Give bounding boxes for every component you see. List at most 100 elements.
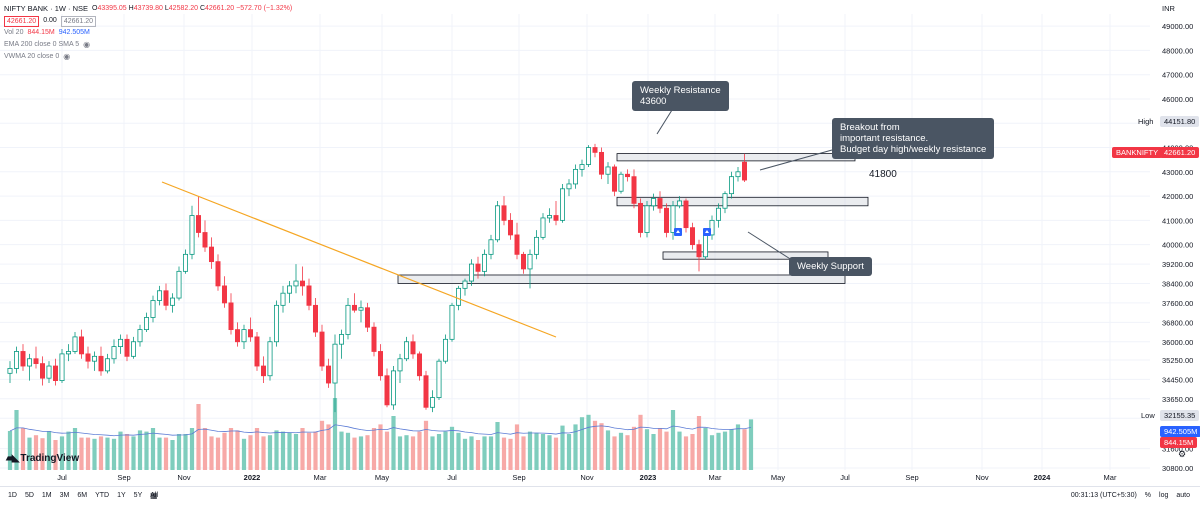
- sell-price-box[interactable]: 42661.20: [4, 15, 40, 27]
- candle-body: [371, 326, 377, 352]
- volume-bar: [488, 436, 494, 470]
- volume-bar: [514, 424, 520, 470]
- x-tick-label: Sep: [512, 473, 525, 482]
- candles: [7, 143, 748, 413]
- volume-bar: [547, 435, 552, 470]
- ema-indicator-row[interactable]: EMA 200 close 0 SMA 5 ◉: [4, 39, 292, 51]
- x-tick-label: 2024: [1034, 473, 1052, 482]
- candle-body: [651, 198, 657, 207]
- buy-price-box[interactable]: 42661.20: [60, 15, 97, 27]
- volume-bar: [105, 437, 110, 470]
- range-button-3m[interactable]: 3M: [59, 492, 70, 499]
- range-button-5y[interactable]: 5Y: [133, 492, 143, 499]
- x-tick-label: Jul: [840, 473, 850, 482]
- volume-bar: [729, 429, 734, 470]
- x-axis[interactable]: Jul Sep Nov 2022 Mar May Jul Sep Nov 2023 Mar May Ju…: [57, 473, 1117, 482]
- candle-body: [234, 329, 240, 343]
- y-tick-label: 41000.00: [1162, 216, 1193, 225]
- tradingview-logo[interactable]: ▰◣ TradingView: [6, 453, 79, 464]
- candle-body: [696, 244, 702, 258]
- candle-body: [182, 253, 188, 272]
- volume-bar: [98, 436, 104, 470]
- volume-bar: [157, 437, 162, 470]
- range-button-1y[interactable]: 1Y: [117, 492, 126, 499]
- price-box-row: 42661.20 0.00 42661.20: [4, 15, 292, 27]
- y-axis[interactable]: 30800.0031600.0032850.0033650.0034450.00…: [1162, 22, 1193, 473]
- volume-bar: [540, 434, 546, 470]
- volume-bar: [274, 430, 279, 470]
- candle-body: [299, 280, 305, 287]
- vwma-indicator-row[interactable]: VWMA 20 close 0 ◉: [4, 51, 292, 63]
- x-tick-label: Sep: [905, 473, 918, 482]
- x-tick-label: Jul: [57, 473, 67, 482]
- volume-bar: [293, 434, 299, 470]
- volume-bar: [748, 419, 754, 470]
- candle-body: [338, 334, 344, 345]
- candle-body: [514, 234, 520, 255]
- y-tick-label: 39200.00: [1162, 260, 1193, 269]
- candle-body: [202, 232, 208, 248]
- eye-icon[interactable]: ◉: [63, 52, 71, 61]
- volume-bar: [664, 431, 669, 470]
- volume-bar: [742, 429, 747, 470]
- volume-bar: [313, 431, 318, 470]
- eye-icon[interactable]: ◉: [83, 40, 91, 49]
- volume-bar: [384, 431, 390, 470]
- candle-body: [208, 246, 214, 263]
- weekly-support-callout[interactable]: Weekly Support: [789, 257, 872, 276]
- candle-body: [247, 329, 253, 338]
- range-button-1d[interactable]: 1D: [8, 492, 17, 499]
- candle-body: [540, 217, 546, 238]
- percent-toggle[interactable]: %: [1144, 492, 1152, 499]
- candle-body: [494, 205, 500, 241]
- volume-bar: [261, 436, 266, 470]
- candle-body: [735, 171, 741, 178]
- volume-bar: [670, 410, 676, 470]
- clock-display[interactable]: 00:31:13 (UTC+5:30): [1070, 492, 1137, 499]
- range-button-ytd[interactable]: YTD: [95, 492, 110, 499]
- candle-body: [638, 202, 644, 233]
- volume-indicator-row[interactable]: Vol 20 844.15M 942.505M: [4, 27, 292, 39]
- breakout-callout[interactable]: Breakout from important resistance. Budg…: [832, 118, 995, 159]
- range-button-5d[interactable]: 5D: [24, 492, 34, 499]
- log-toggle[interactable]: log: [1159, 492, 1169, 499]
- volume-bar: [196, 404, 201, 470]
- volume-bar: [40, 438, 45, 470]
- volume-bar: [462, 438, 468, 470]
- range-button-1m[interactable]: 1M: [41, 492, 52, 499]
- range-button-all[interactable]: All: [150, 492, 159, 499]
- candle-body: [325, 365, 331, 384]
- price-zone: [662, 251, 829, 260]
- volume-bar: [85, 437, 91, 470]
- ohlc-values: O43395.05 H43739.80 L42582.20 C42661.20 …: [92, 5, 293, 12]
- symbol-title[interactable]: NIFTY BANK · 1W · NSE: [4, 4, 89, 13]
- volume-bar: [631, 426, 637, 470]
- volume-bar: [586, 414, 591, 470]
- candle-body: [664, 207, 670, 233]
- candle-body: [150, 300, 156, 318]
- y-tick-label: 30800.00: [1162, 464, 1193, 473]
- candle-body: [579, 164, 585, 170]
- level-41800-label: 41800: [869, 169, 897, 180]
- y-tick-label: 33650.00: [1162, 395, 1193, 404]
- volume-bar: [111, 438, 117, 470]
- y-tick-label: 43000.00: [1162, 168, 1193, 177]
- event-markers[interactable]: [674, 228, 711, 236]
- candle-body: [507, 219, 513, 236]
- bottom-toolbar: 1D 5D 1M 3M 6M YTD 1Y 5Y All ▦ 00:31:13 (UTC+5:3…: [0, 486, 1200, 507]
- range-button-6m[interactable]: 6M: [77, 492, 88, 499]
- ema-label: EMA 200 close 0 SMA 5: [4, 41, 80, 48]
- volume-bar: [566, 434, 572, 470]
- candle-body: [481, 253, 487, 272]
- candle-body: [195, 215, 201, 233]
- candle-body: [560, 188, 566, 221]
- weekly-resistance-callout[interactable]: Weekly Resistance 43600: [632, 81, 729, 111]
- calendar-icon[interactable]: ▦: [150, 491, 158, 500]
- chart-settings-icon[interactable]: ⚙: [1178, 449, 1187, 459]
- candle-body: [397, 358, 403, 372]
- currency-label[interactable]: INR: [1162, 4, 1175, 13]
- volume-bar: [20, 428, 26, 470]
- y-tick-label: 40000.00: [1162, 241, 1193, 250]
- auto-toggle[interactable]: auto: [1176, 492, 1190, 499]
